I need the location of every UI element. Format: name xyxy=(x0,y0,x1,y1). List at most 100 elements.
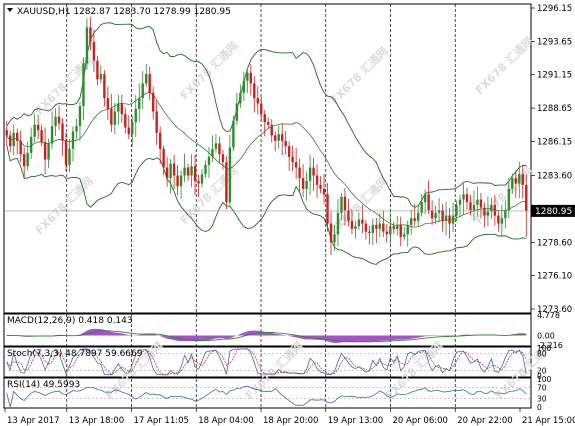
candle-body xyxy=(40,130,43,143)
rsi-line xyxy=(6,385,527,408)
candle-body xyxy=(375,224,378,229)
bollinger-lower xyxy=(6,144,527,265)
macd-pane[interactable] xyxy=(3,313,532,347)
candle-body xyxy=(444,215,448,221)
stoch-indicator xyxy=(4,348,531,376)
candle-body xyxy=(378,223,382,229)
candle-body xyxy=(364,223,368,232)
current-price-label: 1280.95 xyxy=(535,207,572,217)
candle-body xyxy=(406,224,409,235)
candle-body xyxy=(197,180,200,184)
candle-body xyxy=(409,218,413,225)
price-label: 1286.15 xyxy=(537,137,572,147)
candle-body xyxy=(29,136,33,153)
candle-body xyxy=(186,167,190,176)
candle-body xyxy=(47,143,50,160)
rsi-indicator xyxy=(4,385,531,408)
candle-body xyxy=(155,111,158,133)
candle-body xyxy=(458,199,462,205)
candle-body xyxy=(280,134,284,141)
candlestick-series xyxy=(5,16,528,255)
rsi-axis-label: 70 xyxy=(537,383,547,392)
candle-body xyxy=(284,140,287,147)
price-label: 1296.15 xyxy=(537,4,572,14)
candle-body xyxy=(322,188,326,195)
stoch-pane[interactable] xyxy=(3,346,532,378)
price-label: 1278.60 xyxy=(537,238,572,248)
candle-body xyxy=(340,196,343,213)
candle-body xyxy=(441,210,444,221)
candle-body xyxy=(350,220,354,229)
rsi-pane[interactable] xyxy=(3,377,532,409)
candle-body xyxy=(103,74,106,99)
candle-body xyxy=(455,204,458,216)
candle-body xyxy=(36,124,40,131)
macd-axis-label: 4.778 xyxy=(537,311,560,320)
rsi-header: RSI(14) 49.5993 xyxy=(7,380,80,390)
candle-body xyxy=(64,140,68,165)
candle-body xyxy=(96,60,99,80)
candle-body xyxy=(371,224,375,233)
candle-body xyxy=(71,131,75,149)
stoch-axis-label: 80 xyxy=(537,350,547,359)
candle-body xyxy=(92,42,96,61)
candle-body xyxy=(291,156,294,163)
candle-body xyxy=(113,111,117,125)
candle-body xyxy=(315,175,319,185)
candle-body xyxy=(242,80,246,93)
candle-body xyxy=(308,167,312,181)
candle-body xyxy=(476,199,479,205)
candle-body xyxy=(403,234,406,237)
candle-body xyxy=(99,74,103,80)
candle-body xyxy=(131,122,134,135)
candle-body xyxy=(343,196,347,211)
candle-body xyxy=(193,166,197,181)
candle-body xyxy=(451,215,455,224)
candle-body xyxy=(354,226,357,229)
candle-body xyxy=(479,199,483,208)
candle-body xyxy=(148,74,151,93)
macd-histogram xyxy=(6,328,527,343)
time-label: 20 Apr 22:00 xyxy=(457,416,512,426)
candle-body xyxy=(12,132,15,147)
candle-body xyxy=(127,127,130,135)
candle-body xyxy=(16,132,19,141)
macd-axis: 4.778 0.00-2.216 xyxy=(537,311,563,350)
candle-body xyxy=(26,152,29,167)
candle-body xyxy=(75,126,78,132)
candle-body xyxy=(270,124,273,136)
candle-body xyxy=(357,219,361,227)
bollinger-middle xyxy=(6,92,527,228)
candle-body xyxy=(228,147,232,203)
candle-body xyxy=(361,219,364,224)
time-label: 13 Apr 2017 xyxy=(7,416,60,426)
candle-body xyxy=(274,135,277,141)
stoch-axis-label: 0 xyxy=(537,372,542,381)
candle-body xyxy=(312,167,315,176)
candle-body xyxy=(145,74,148,84)
candle-body xyxy=(469,202,472,211)
collapse-arrow-icon[interactable] xyxy=(7,8,13,12)
candle-body xyxy=(525,184,528,211)
main-pane[interactable] xyxy=(3,3,532,314)
candle-body xyxy=(518,174,521,184)
candle-body xyxy=(521,174,524,185)
candle-body xyxy=(326,194,329,224)
candle-body xyxy=(235,103,239,121)
candle-body xyxy=(336,212,340,235)
candle-body xyxy=(385,231,388,235)
candle-body xyxy=(416,212,420,221)
candle-body xyxy=(437,210,441,213)
candle-body xyxy=(138,98,141,109)
candle-body xyxy=(22,154,26,167)
candle-body xyxy=(256,98,259,104)
candle-body xyxy=(211,148,214,157)
candle-body xyxy=(427,194,430,211)
candle-body xyxy=(179,175,183,187)
candle-body xyxy=(329,223,333,243)
time-label: 19 Apr 13:00 xyxy=(328,416,383,426)
candle-body xyxy=(504,210,507,219)
candle-body xyxy=(169,163,172,179)
